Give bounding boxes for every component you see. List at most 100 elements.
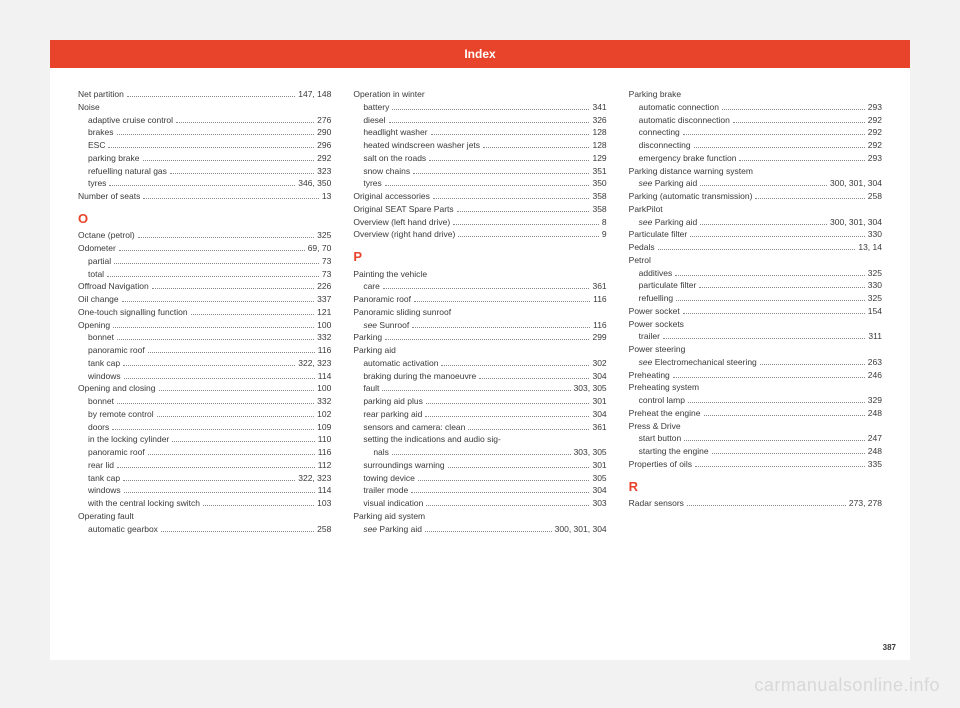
entry-label: Offroad Navigation <box>78 280 149 293</box>
entry-pages: 116 <box>593 293 607 306</box>
leader-dots <box>426 403 590 404</box>
index-entry: sensors and camera: clean361 <box>353 421 606 434</box>
entry-label: Painting the vehicle <box>353 268 427 281</box>
entry-pages: 361 <box>592 280 606 293</box>
leader-dots <box>684 440 865 441</box>
leader-dots <box>704 415 865 416</box>
entry-pages: 311 <box>868 330 882 343</box>
entry-pages: 292 <box>868 139 882 152</box>
entry-label: Octane (petrol) <box>78 229 135 242</box>
entry-label: trailer mode <box>363 484 408 497</box>
index-column-2: Operation in winterbattery341diesel326he… <box>353 88 606 535</box>
index-entry: diesel326 <box>353 114 606 127</box>
index-entry: Power socket154 <box>629 305 882 318</box>
entry-label: care <box>363 280 380 293</box>
index-entry: Preheating246 <box>629 369 882 382</box>
leader-dots <box>425 416 589 417</box>
index-entry: Panoramic roof116 <box>353 293 606 306</box>
entry-label: Original accessories <box>353 190 430 203</box>
index-entry: Preheating system <box>629 381 882 394</box>
entry-pages: 292 <box>868 114 882 127</box>
index-entry: parking brake292 <box>78 152 331 165</box>
entry-pages: 13 <box>322 190 331 203</box>
entry-pages: 103 <box>317 497 331 510</box>
entry-label: tyres <box>88 177 106 190</box>
leader-dots <box>441 365 589 366</box>
entry-label: Number of seats <box>78 190 140 203</box>
leader-dots <box>117 403 314 404</box>
index-entry: bonnet332 <box>78 395 331 408</box>
leader-dots <box>683 134 865 135</box>
entry-label: Parking distance warning system <box>629 165 753 178</box>
entry-pages: 73 <box>322 255 331 268</box>
entry-pages: 304 <box>592 370 606 383</box>
leader-dots <box>117 339 314 340</box>
entry-label: see Parking aid <box>639 216 698 229</box>
index-entry: Odometer69, 70 <box>78 242 331 255</box>
entry-pages: 303, 305 <box>574 446 607 459</box>
index-column-3: Parking brakeautomatic connection293auto… <box>629 88 882 535</box>
entry-label: automatic connection <box>639 101 719 114</box>
index-entry: Preheat the engine248 <box>629 407 882 420</box>
index-entry: Overview (left hand drive)8 <box>353 216 606 229</box>
index-entry: doors109 <box>78 421 331 434</box>
entry-pages: 351 <box>592 165 606 178</box>
leader-dots <box>385 185 590 186</box>
index-entry: panoramic roof116 <box>78 446 331 459</box>
index-entry: Parking aid <box>353 344 606 357</box>
leader-dots <box>699 287 865 288</box>
entry-pages: 322, 323 <box>298 357 331 370</box>
index-entry: total73 <box>78 268 331 281</box>
index-entry: tank cap322, 323 <box>78 357 331 370</box>
index-entry: battery341 <box>353 101 606 114</box>
entry-label: Power socket <box>629 305 680 318</box>
entry-label: in the locking cylinder <box>88 433 169 446</box>
index-entry: disconnecting292 <box>629 139 882 152</box>
entry-pages: 332 <box>317 331 331 344</box>
entry-label: refuelling <box>639 292 674 305</box>
entry-pages: 247 <box>868 432 882 445</box>
index-entry: Opening and closing100 <box>78 382 331 395</box>
leader-dots <box>159 390 315 391</box>
entry-pages: 100 <box>317 319 331 332</box>
leader-dots <box>203 505 314 506</box>
index-entry: Noise <box>78 101 331 114</box>
entry-pages: 116 <box>593 319 607 332</box>
entry-label: headlight washer <box>363 126 427 139</box>
entry-label: nals <box>373 446 389 459</box>
leader-dots <box>687 505 846 506</box>
index-entry: rear lid112 <box>78 459 331 472</box>
leader-dots <box>191 314 315 315</box>
entry-label: Panoramic sliding sunroof <box>353 306 451 319</box>
entry-label: Noise <box>78 101 100 114</box>
leader-dots <box>760 364 865 365</box>
entry-pages: 325 <box>317 229 331 242</box>
entry-pages: 337 <box>317 293 331 306</box>
entry-label: Opening and closing <box>78 382 156 395</box>
entry-pages: 263 <box>868 356 882 369</box>
entry-pages: 109 <box>317 421 331 434</box>
entry-pages: 304 <box>592 484 606 497</box>
watermark: carmanualsonline.info <box>754 675 940 696</box>
entry-label: control lamp <box>639 394 685 407</box>
leader-dots <box>148 352 315 353</box>
leader-dots <box>172 441 315 442</box>
entry-label: see Sunroof <box>363 319 409 332</box>
index-entry: Operation in winter <box>353 88 606 101</box>
leader-dots <box>143 198 318 199</box>
section-letter: R <box>629 477 882 497</box>
index-entry: Offroad Navigation226 <box>78 280 331 293</box>
index-entry: in the locking cylinder110 <box>78 433 331 446</box>
page-number: 387 <box>883 643 896 652</box>
leader-dots <box>107 276 319 277</box>
index-entry: starting the engine248 <box>629 445 882 458</box>
entry-label: parking brake <box>88 152 140 165</box>
index-entry: adaptive cruise control276 <box>78 114 331 127</box>
entry-pages: 332 <box>317 395 331 408</box>
entry-pages: 296 <box>317 139 331 152</box>
index-entry: see Parking aid300, 301, 304 <box>353 523 606 536</box>
entry-label: panoramic roof <box>88 446 145 459</box>
entry-label: Opening <box>78 319 110 332</box>
entry-label: windows <box>88 370 121 383</box>
entry-pages: 323 <box>317 165 331 178</box>
